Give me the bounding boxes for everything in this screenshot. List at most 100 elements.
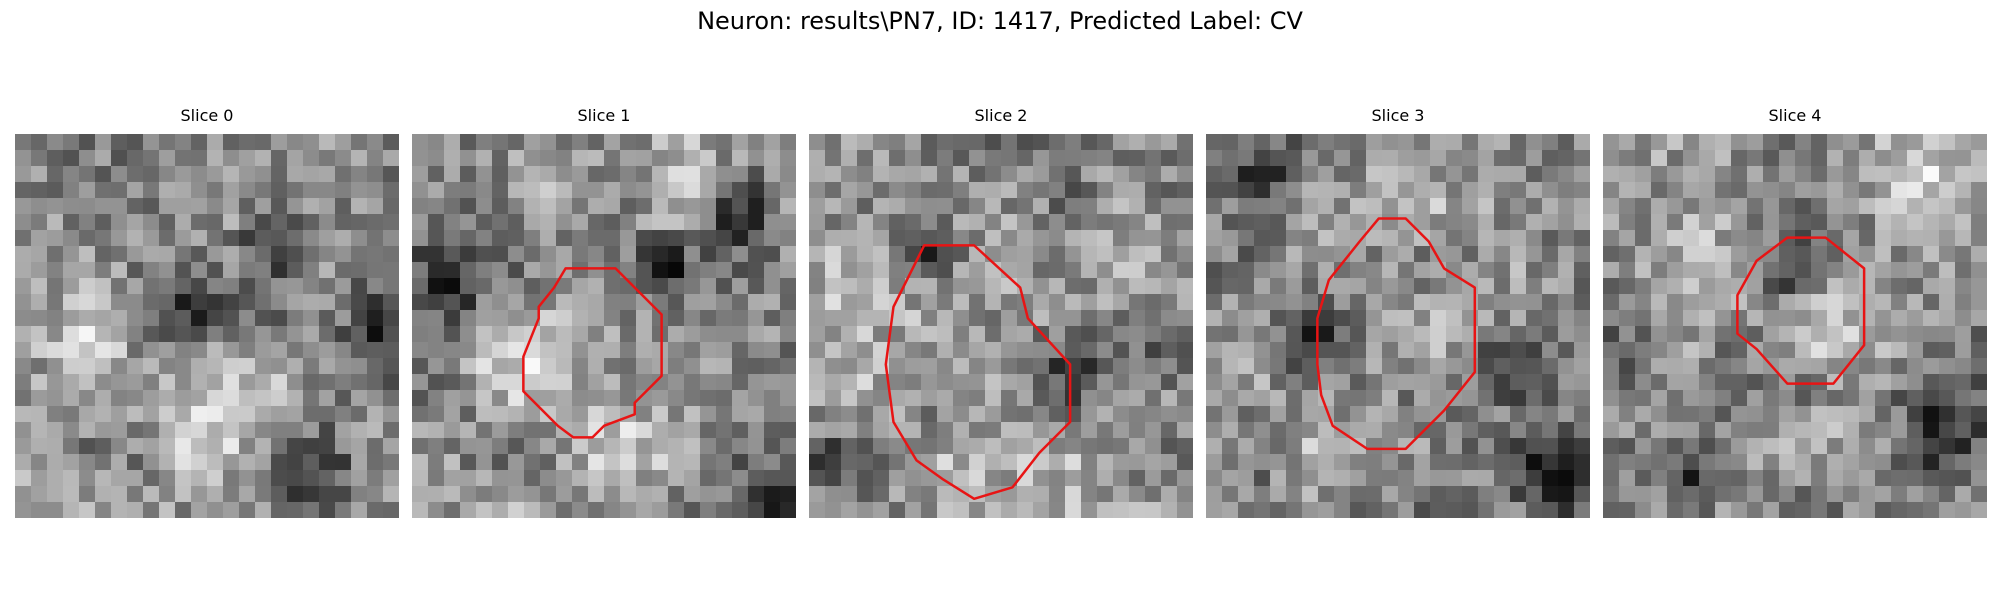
image-pixel [1542,374,1559,391]
image-pixel [383,182,399,199]
image-pixel [1033,150,1050,167]
image-pixel [809,502,826,518]
image-pixel [1350,454,1367,471]
image-pixel [1001,326,1018,343]
image-pixel [412,198,429,215]
image-pixel [1827,390,1844,407]
image-pixel [1177,358,1193,375]
image-pixel [700,390,717,407]
image-pixel [207,502,224,518]
image-pixel [700,326,717,343]
image-pixel [143,230,160,247]
image-pixel [1526,310,1543,327]
image-pixel [1939,374,1956,391]
image-pixel [1478,246,1495,263]
image-pixel [1238,390,1255,407]
image-pixel [1526,454,1543,471]
image-pixel [1254,246,1271,263]
image-pixel [1971,166,1987,183]
image-pixel [873,230,890,247]
image-pixel [1875,326,1892,343]
image-pixel [889,502,906,518]
image-pixel [1161,294,1178,311]
image-pixel [1747,214,1764,231]
image-pixel [271,422,288,439]
image-pixel [1715,262,1732,279]
image-pixel [1302,214,1319,231]
image-pixel [159,310,176,327]
image-pixel [444,422,461,439]
image-pixel [873,326,890,343]
image-pixel [1635,262,1652,279]
image-pixel [1446,406,1463,423]
image-pixel [191,166,208,183]
image-pixel [700,502,717,518]
image-pixel [1033,422,1050,439]
image-pixel [319,326,336,343]
image-pixel [1779,438,1796,455]
image-pixel [1302,182,1319,199]
image-pixel [684,374,701,391]
image-pixel [857,454,874,471]
slice-image [1603,134,1987,518]
image-pixel [191,134,208,151]
roi-contour [884,244,1072,501]
image-pixel [1366,454,1383,471]
image-pixel [764,470,781,487]
image-pixel [684,310,701,327]
image-pixel [748,374,765,391]
image-pixel [95,486,112,503]
image-pixel [1875,502,1892,518]
image-pixel [825,390,842,407]
image-pixel [1811,294,1828,311]
image-pixel [636,486,653,503]
image-pixel [1318,486,1335,503]
image-pixel [223,246,240,263]
image-pixel [1145,486,1162,503]
image-pixel [1222,278,1239,295]
image-pixel [969,214,986,231]
image-pixel [1558,406,1575,423]
image-pixel [1542,214,1559,231]
image-pixel [1795,358,1812,375]
image-pixel [15,198,32,215]
image-pixel [1017,502,1034,518]
image-pixel [684,342,701,359]
image-pixel [841,278,858,295]
image-pixel [1955,214,1972,231]
image-pixel [1971,454,1987,471]
image-pixel [1795,150,1812,167]
image-pixel [684,246,701,263]
slice-title: Slice 4 [1768,106,1822,125]
image-pixel [953,422,970,439]
image-pixel [47,326,64,343]
image-pixel [1446,358,1463,375]
image-pixel [255,166,272,183]
image-pixel [809,246,826,263]
image-pixel [335,182,352,199]
image-pixel [1161,214,1178,231]
image-pixel [921,374,938,391]
image-pixel [223,502,240,518]
image-pixel [1827,438,1844,455]
image-pixel [1526,502,1543,518]
image-pixel [255,182,272,199]
image-pixel [1145,214,1162,231]
image-pixel [1302,438,1319,455]
image-pixel [1286,294,1303,311]
image-pixel [1542,454,1559,471]
image-pixel [508,470,525,487]
image-pixel [1286,422,1303,439]
image-pixel [716,246,733,263]
image-pixel [111,150,128,167]
image-pixel [1177,422,1193,439]
image-pixel [1366,502,1383,518]
image-pixel [223,182,240,199]
image-pixel [1222,422,1239,439]
image-pixel [1222,486,1239,503]
image-pixel [825,182,842,199]
image-pixel [1430,422,1447,439]
image-pixel [159,358,176,375]
image-pixel [1017,326,1034,343]
image-pixel [1302,278,1319,295]
